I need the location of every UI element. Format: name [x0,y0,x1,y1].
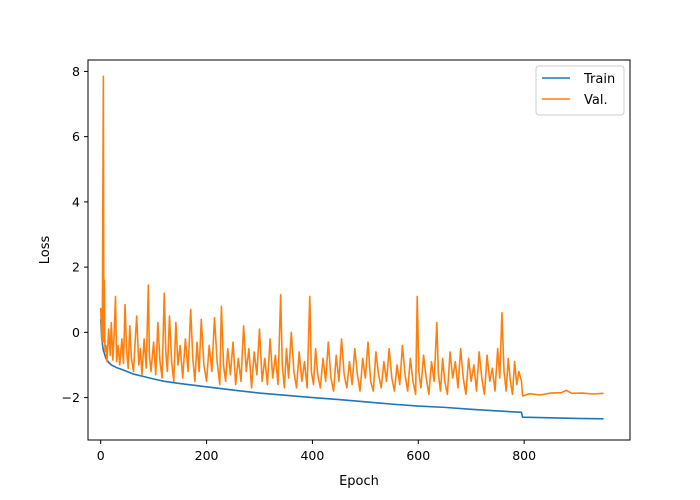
y-tick-label: 8 [72,64,80,79]
x-tick-label: 0 [97,448,105,463]
y-tick-label: 6 [72,129,80,144]
y-tick-label: −2 [62,390,80,405]
y-tick-label: 4 [72,194,80,209]
y-tick-label: 0 [72,325,80,340]
x-axis-ticks: 0 200 400 600 800 [97,440,536,463]
series-line-train [99,319,604,420]
y-axis-label: Loss [38,236,53,265]
plot-area [99,75,604,420]
legend: Train Val. [535,65,625,116]
x-tick-label: 200 [195,448,219,463]
x-tick-label: 600 [406,448,430,463]
plot-frame [87,59,631,441]
x-tick-label: 800 [512,448,536,463]
y-axis-ticks: −2 0 2 4 6 8 [62,64,88,405]
x-axis-label: Epoch [339,474,379,489]
y-tick-label: 2 [72,260,80,275]
x-tick-label: 400 [300,448,324,463]
legend-label-train: Train [583,72,615,87]
series-line-val [99,75,604,397]
legend-label-val: Val. [584,93,608,108]
